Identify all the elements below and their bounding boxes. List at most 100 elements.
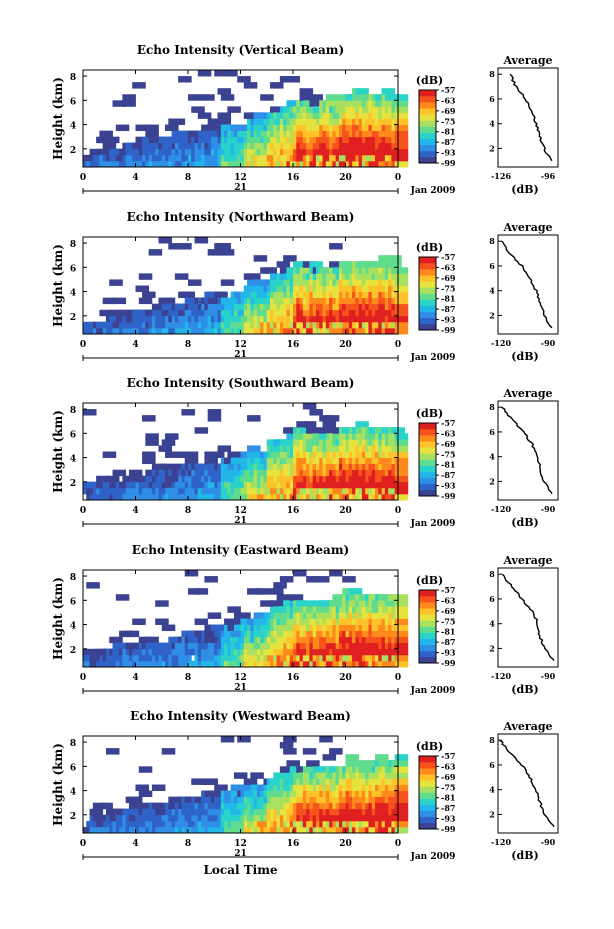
colorbar-swatch bbox=[419, 96, 436, 103]
heatmap-cell bbox=[161, 439, 176, 446]
colorbar-swatch bbox=[419, 138, 436, 146]
heatmap-cell bbox=[112, 469, 127, 477]
heatmap-cell bbox=[158, 237, 172, 244]
x-tick-label: 4 bbox=[132, 839, 138, 849]
heatmap-cell bbox=[270, 106, 284, 113]
heatmap-cell bbox=[135, 285, 150, 292]
colorbar-tick-label: -69 bbox=[441, 772, 456, 782]
y-tick-label: 6 bbox=[70, 264, 76, 274]
heatmap-cell bbox=[348, 588, 363, 595]
heatmap-cell bbox=[355, 88, 369, 95]
colorbar-swatch bbox=[419, 132, 436, 139]
heatmap-cell bbox=[394, 94, 409, 101]
colorbar-swatch bbox=[419, 459, 436, 466]
colorbar-tick-label: -99 bbox=[441, 824, 456, 834]
heatmap-cell bbox=[217, 445, 232, 452]
x-tick-label: 4 bbox=[132, 506, 138, 516]
average-frame bbox=[497, 67, 559, 168]
heatmap-cell bbox=[394, 784, 409, 791]
heatmap-cell bbox=[394, 594, 409, 601]
y-tick-label: 4 bbox=[70, 289, 76, 299]
average-x-label: (dB) bbox=[511, 683, 538, 696]
heatmap-cell bbox=[132, 618, 146, 625]
date-label: Jan 2009 bbox=[410, 686, 456, 696]
heatmap-cell bbox=[99, 309, 113, 317]
colorbar-swatch bbox=[419, 156, 436, 164]
heatmap-cell bbox=[256, 588, 271, 595]
average-title: Average bbox=[502, 554, 552, 567]
heatmap-cell bbox=[230, 321, 245, 329]
y-tick-label: 2 bbox=[70, 313, 76, 323]
colorbar-swatch bbox=[419, 590, 436, 597]
x-tick-label: 12 bbox=[234, 173, 247, 183]
average-y-tick-label: 8 bbox=[489, 569, 495, 579]
y-axis-label: Height (km) bbox=[51, 244, 65, 327]
y-tick-label: 2 bbox=[70, 646, 76, 656]
heatmap-cell bbox=[210, 475, 225, 483]
heatmap-cell bbox=[161, 748, 176, 755]
heatmap-cell bbox=[329, 243, 343, 250]
heatmap-cell bbox=[394, 630, 409, 638]
heatmap-cell bbox=[388, 255, 402, 262]
colorbar-swatch bbox=[419, 150, 436, 158]
colorbar-tick-label: -87 bbox=[441, 470, 455, 480]
heatmap-cell bbox=[394, 796, 409, 804]
heatmap-cell bbox=[158, 445, 172, 452]
colorbar-swatch bbox=[419, 620, 436, 627]
average-x-tick-label: -90 bbox=[541, 504, 556, 514]
colorbar-tick-label: -93 bbox=[441, 481, 456, 491]
heatmap-cell bbox=[161, 481, 176, 489]
colorbar-tick-label: -81 bbox=[441, 793, 455, 803]
heatmap-cell bbox=[283, 255, 297, 262]
x-tick-label: 0 bbox=[80, 506, 86, 516]
y-tick-label: 8 bbox=[70, 240, 76, 250]
heatmap-cell bbox=[197, 112, 212, 119]
average-y-tick-label: 2 bbox=[489, 143, 495, 153]
heatmap-cell bbox=[227, 154, 241, 162]
heatmap-cell bbox=[394, 826, 409, 834]
colorbar-swatch bbox=[419, 626, 436, 633]
colorbar-swatch bbox=[419, 281, 436, 288]
average-y-tick-label: 6 bbox=[489, 594, 495, 604]
colorbar-swatch bbox=[419, 768, 436, 775]
average-x-tick-label: -120 bbox=[491, 837, 511, 847]
heatmap-cell bbox=[394, 445, 409, 452]
colorbar-swatch bbox=[419, 471, 436, 479]
heatmap-cell bbox=[394, 469, 409, 477]
heatmap-cell bbox=[394, 648, 409, 656]
heatmap-cell bbox=[394, 433, 409, 440]
heatmap-cell bbox=[165, 433, 179, 440]
colorbar-swatch bbox=[419, 650, 436, 658]
x-tick-label: 16 bbox=[287, 839, 300, 849]
colorbar-swatch bbox=[419, 608, 436, 615]
average-y-tick-label: 4 bbox=[489, 286, 495, 296]
heatmap-cells bbox=[83, 70, 409, 168]
heatmap-cell bbox=[319, 736, 333, 743]
heatmap-cell bbox=[237, 76, 251, 83]
heatmap-cell bbox=[194, 618, 209, 625]
heatmap-cell bbox=[188, 94, 202, 101]
heatmap-cell bbox=[309, 94, 323, 101]
heatmap-cell bbox=[197, 70, 212, 77]
colorbar-frame bbox=[418, 589, 437, 664]
colorbar-tick-label: -93 bbox=[441, 648, 456, 658]
heatmap-cell bbox=[394, 130, 409, 138]
heatmap-cell bbox=[394, 790, 409, 798]
panel-title: Echo Intensity (Westward Beam) bbox=[130, 709, 351, 723]
heatmap-cell bbox=[247, 588, 261, 595]
y-tick-label: 6 bbox=[70, 430, 76, 440]
heatmap-cell bbox=[178, 243, 192, 250]
heatmap-cell bbox=[105, 748, 120, 755]
heatmap-cell bbox=[345, 754, 360, 761]
x-tick-label: 0 bbox=[395, 839, 401, 849]
heatmap-cell bbox=[138, 790, 153, 798]
heatmap-cell bbox=[142, 291, 156, 299]
heatmap-cell bbox=[210, 451, 225, 458]
average-x-tick-label: -120 bbox=[491, 671, 511, 681]
heatmap-cell bbox=[165, 451, 179, 458]
colorbar-swatch bbox=[419, 120, 436, 127]
colorbar-unit: (dB) bbox=[416, 241, 443, 254]
heatmap-cell bbox=[394, 106, 409, 113]
heatmap-cell bbox=[394, 273, 409, 280]
average-y-tick-label: 6 bbox=[489, 760, 495, 770]
